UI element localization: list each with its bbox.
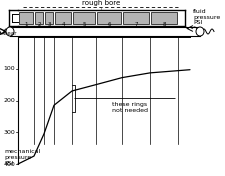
Ellipse shape — [6, 27, 14, 36]
Text: rough bore: rough bore — [82, 0, 120, 6]
Text: 7: 7 — [134, 21, 137, 27]
Text: these rings
not needed: these rings not needed — [112, 102, 147, 113]
Text: mechanical
pressure
PSI: mechanical pressure PSI — [4, 149, 40, 166]
Text: fluid
pressure
PSI: fluid pressure PSI — [192, 9, 219, 25]
Bar — [122, 12, 148, 24]
Bar — [35, 12, 43, 24]
Bar — [73, 12, 94, 24]
Bar — [45, 12, 53, 24]
Bar — [55, 12, 71, 24]
Text: 300: 300 — [3, 130, 15, 135]
Bar — [97, 12, 120, 24]
Text: 200: 200 — [3, 98, 15, 103]
Bar — [150, 12, 176, 24]
Text: 2: 2 — [37, 21, 40, 27]
Bar — [19, 12, 33, 24]
Text: 1: 1 — [24, 21, 28, 27]
Text: 3: 3 — [47, 21, 51, 27]
Text: 100: 100 — [3, 66, 15, 71]
Text: 400: 400 — [3, 162, 15, 166]
Text: 6: 6 — [107, 21, 110, 27]
Text: 4: 4 — [61, 21, 65, 27]
Text: 5: 5 — [82, 21, 85, 27]
Text: 8: 8 — [162, 21, 165, 27]
Text: 70% wear: 70% wear — [0, 31, 17, 36]
Ellipse shape — [195, 27, 203, 36]
